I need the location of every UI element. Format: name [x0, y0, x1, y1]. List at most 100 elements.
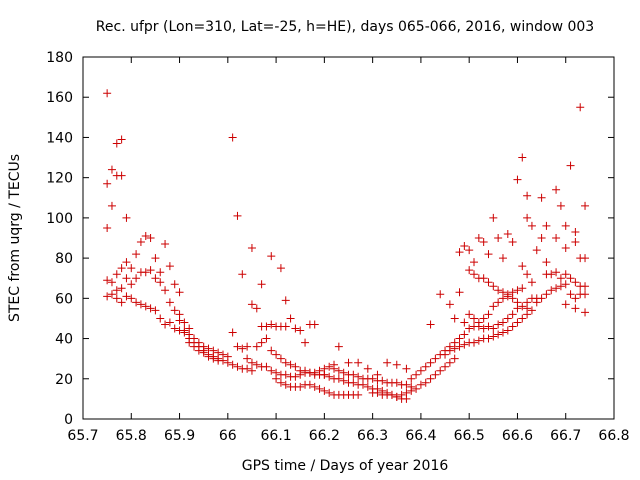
data-point [450, 314, 459, 323]
data-point [315, 384, 324, 393]
data-point [199, 348, 208, 357]
data-point [107, 165, 116, 174]
data-point [247, 300, 256, 309]
data-point [122, 213, 131, 222]
data-point [156, 278, 165, 287]
data-point [112, 286, 121, 295]
data-point [291, 372, 300, 381]
data-point [132, 298, 141, 307]
data-point [552, 234, 561, 242]
data-point [503, 292, 512, 301]
data-point [136, 300, 145, 309]
data-point [339, 376, 348, 385]
data-point [334, 366, 343, 375]
data-point [489, 302, 498, 311]
data-point [489, 282, 498, 291]
data-point [262, 322, 271, 331]
data-point [165, 298, 174, 307]
data-point [571, 238, 580, 247]
data-point [460, 330, 469, 339]
data-point [523, 270, 532, 279]
data-point [518, 314, 527, 323]
data-point [281, 380, 290, 389]
data-point [455, 334, 464, 343]
data-point [465, 266, 474, 275]
data-point [161, 286, 170, 295]
data-point [107, 278, 116, 287]
data-point [441, 350, 450, 359]
data-point [334, 374, 343, 383]
data-point [436, 366, 445, 375]
data-point [498, 288, 507, 297]
data-point [286, 360, 295, 369]
data-point [146, 234, 155, 242]
data-point [455, 288, 464, 297]
data-point [527, 221, 536, 230]
data-points [103, 89, 590, 403]
data-point [397, 390, 406, 399]
data-point [339, 368, 348, 377]
data-point [112, 139, 121, 148]
data-point [334, 342, 343, 351]
data-point [479, 274, 488, 283]
data-point [479, 314, 488, 323]
data-point [325, 372, 334, 381]
data-point [445, 300, 454, 309]
data-point [170, 306, 179, 315]
data-point [320, 386, 329, 395]
data-point [238, 270, 247, 279]
data-point [421, 378, 430, 387]
data-point [416, 366, 425, 375]
x-tick-label: 65.7 [67, 428, 98, 444]
data-point [542, 258, 551, 267]
x-tick-label: 66.8 [598, 428, 629, 444]
data-point [470, 270, 479, 279]
data-point [117, 298, 126, 307]
data-point [436, 290, 445, 299]
data-point [412, 384, 421, 393]
data-point [484, 250, 493, 259]
data-point [489, 332, 498, 341]
y-tick-label: 100 [46, 211, 73, 227]
data-point [445, 346, 454, 355]
data-point [243, 364, 252, 373]
data-point [262, 362, 271, 371]
data-point [354, 390, 363, 399]
data-point [228, 133, 237, 142]
x-tick-label: 66.7 [550, 428, 581, 444]
x-tick-label: 66.6 [502, 428, 533, 444]
data-point [117, 264, 126, 273]
data-point [581, 308, 590, 317]
y-tick-label: 160 [46, 90, 73, 106]
y-tick-label: 80 [55, 251, 73, 267]
data-point [431, 370, 440, 379]
plot-frame [82, 56, 615, 420]
data-point [161, 240, 170, 249]
data-point [122, 258, 131, 267]
data-point [276, 354, 285, 363]
data-point [233, 342, 242, 351]
data-point [170, 280, 179, 289]
data-point [518, 262, 527, 271]
y-tick-label: 60 [55, 291, 73, 307]
data-point [387, 390, 396, 399]
data-point [132, 274, 141, 283]
data-point [296, 382, 305, 391]
data-point [513, 175, 522, 184]
data-point [301, 338, 310, 347]
data-point [141, 302, 150, 311]
data-point [489, 213, 498, 222]
y-tick-label: 0 [64, 412, 73, 428]
data-point [204, 352, 213, 361]
data-point [523, 304, 532, 313]
data-point [363, 382, 372, 391]
data-point [566, 161, 575, 170]
data-point [503, 229, 512, 238]
data-point [291, 362, 300, 371]
data-point [537, 234, 546, 242]
data-point [136, 238, 145, 247]
data-point [165, 262, 174, 271]
x-tick-label: 66.2 [309, 428, 340, 444]
data-point [402, 364, 411, 373]
data-point [460, 242, 469, 251]
